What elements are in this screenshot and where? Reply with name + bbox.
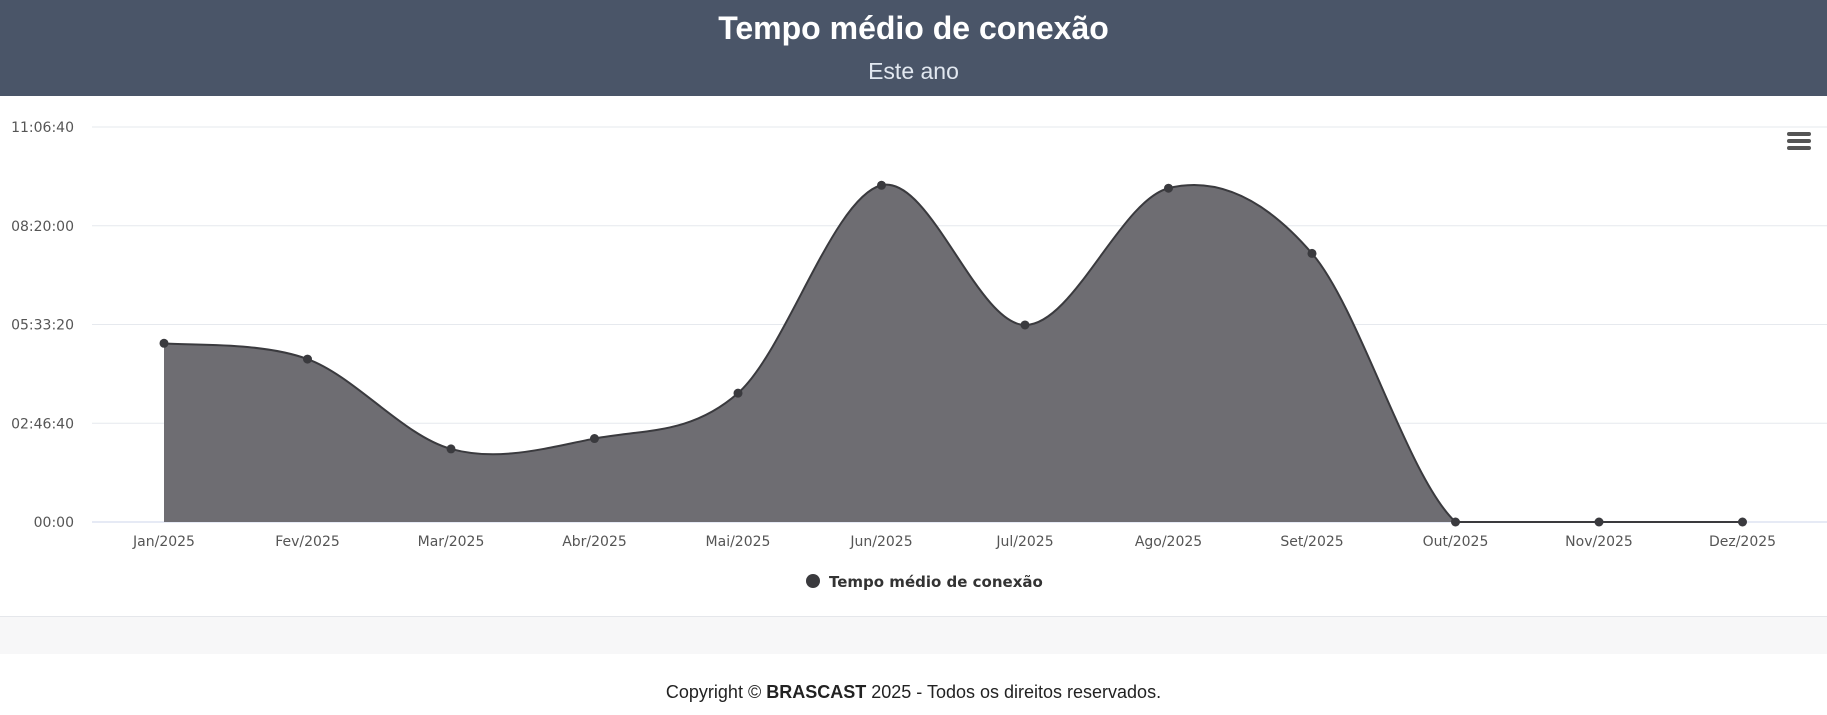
data-point[interactable] [1451,517,1460,527]
data-point[interactable] [1020,320,1030,330]
data-point[interactable] [1738,517,1747,527]
data-point[interactable] [1594,517,1604,527]
data-point[interactable] [159,338,169,348]
data-point[interactable] [590,434,599,444]
x-tick-label: Fev/2025 [275,534,340,550]
x-tick-label: Out/2025 [1423,534,1489,550]
data-point[interactable] [446,444,456,454]
x-tick-label: Ago/2025 [1135,534,1202,550]
y-tick-label: 08:20:00 [11,219,74,235]
data-point[interactable] [303,354,312,364]
x-tick-label: Abr/2025 [562,534,627,550]
legend-marker [806,574,820,588]
page-spacer [0,617,1827,654]
x-axis-labels: Jan/2025 Fev/2025 Mar/2025 Abr/2025 Mai/2025… [132,534,1776,550]
chart-title: Tempo médio de conexão [718,10,1109,46]
data-point[interactable] [877,180,886,190]
x-tick-label: Dez/2025 [1709,534,1776,550]
x-tick-label: Nov/2025 [1565,534,1633,550]
y-axis-labels: 00:00 02:46:40 05:33:20 08:20:00 11:06:40 [11,120,74,531]
footer-brand: BRASCAST [766,682,867,702]
y-tick-label: 05:33:20 [11,318,74,334]
x-tick-label: Set/2025 [1280,534,1343,550]
x-tick-label: Mar/2025 [418,534,485,550]
chart-header: Tempo médio de conexão Este ano [0,0,1827,96]
data-point[interactable] [1307,248,1317,258]
legend: Tempo médio de conexão [806,573,1043,591]
x-tick-label: Jun/2025 [849,534,912,550]
footer: Copyright © BRASCAST 2025 - Todos os dir… [0,654,1827,715]
chart-subtitle: Este ano [868,58,959,84]
area-chart: 00:00 02:46:40 05:33:20 08:20:00 11:06:40 Ja… [11,120,1827,591]
chart-menu-icon[interactable] [1787,132,1811,154]
y-tick-label: 00:00 [34,515,74,531]
data-point[interactable] [1164,183,1173,193]
y-tick-label: 11:06:40 [11,120,74,136]
legend-item[interactable]: Tempo médio de conexão [806,573,1043,591]
x-tick-label: Jan/2025 [132,534,195,550]
series-points [159,180,1747,527]
footer-copyright: Copyright © [665,682,767,702]
legend-label: Tempo médio de conexão [829,573,1043,591]
series-area-fill [164,184,1743,523]
series-area [163,183,1743,523]
y-tick-label: 02:46:40 [11,416,74,432]
x-tick-label: Mai/2025 [706,534,771,550]
chart-panel: 00:00 02:46:40 05:33:20 08:20:00 11:06:40 Ja… [0,96,1827,617]
footer-rights: 2025 - Todos os direitos reservados. [866,682,1162,702]
data-point[interactable] [733,388,743,398]
x-tick-label: Jul/2025 [995,534,1053,550]
